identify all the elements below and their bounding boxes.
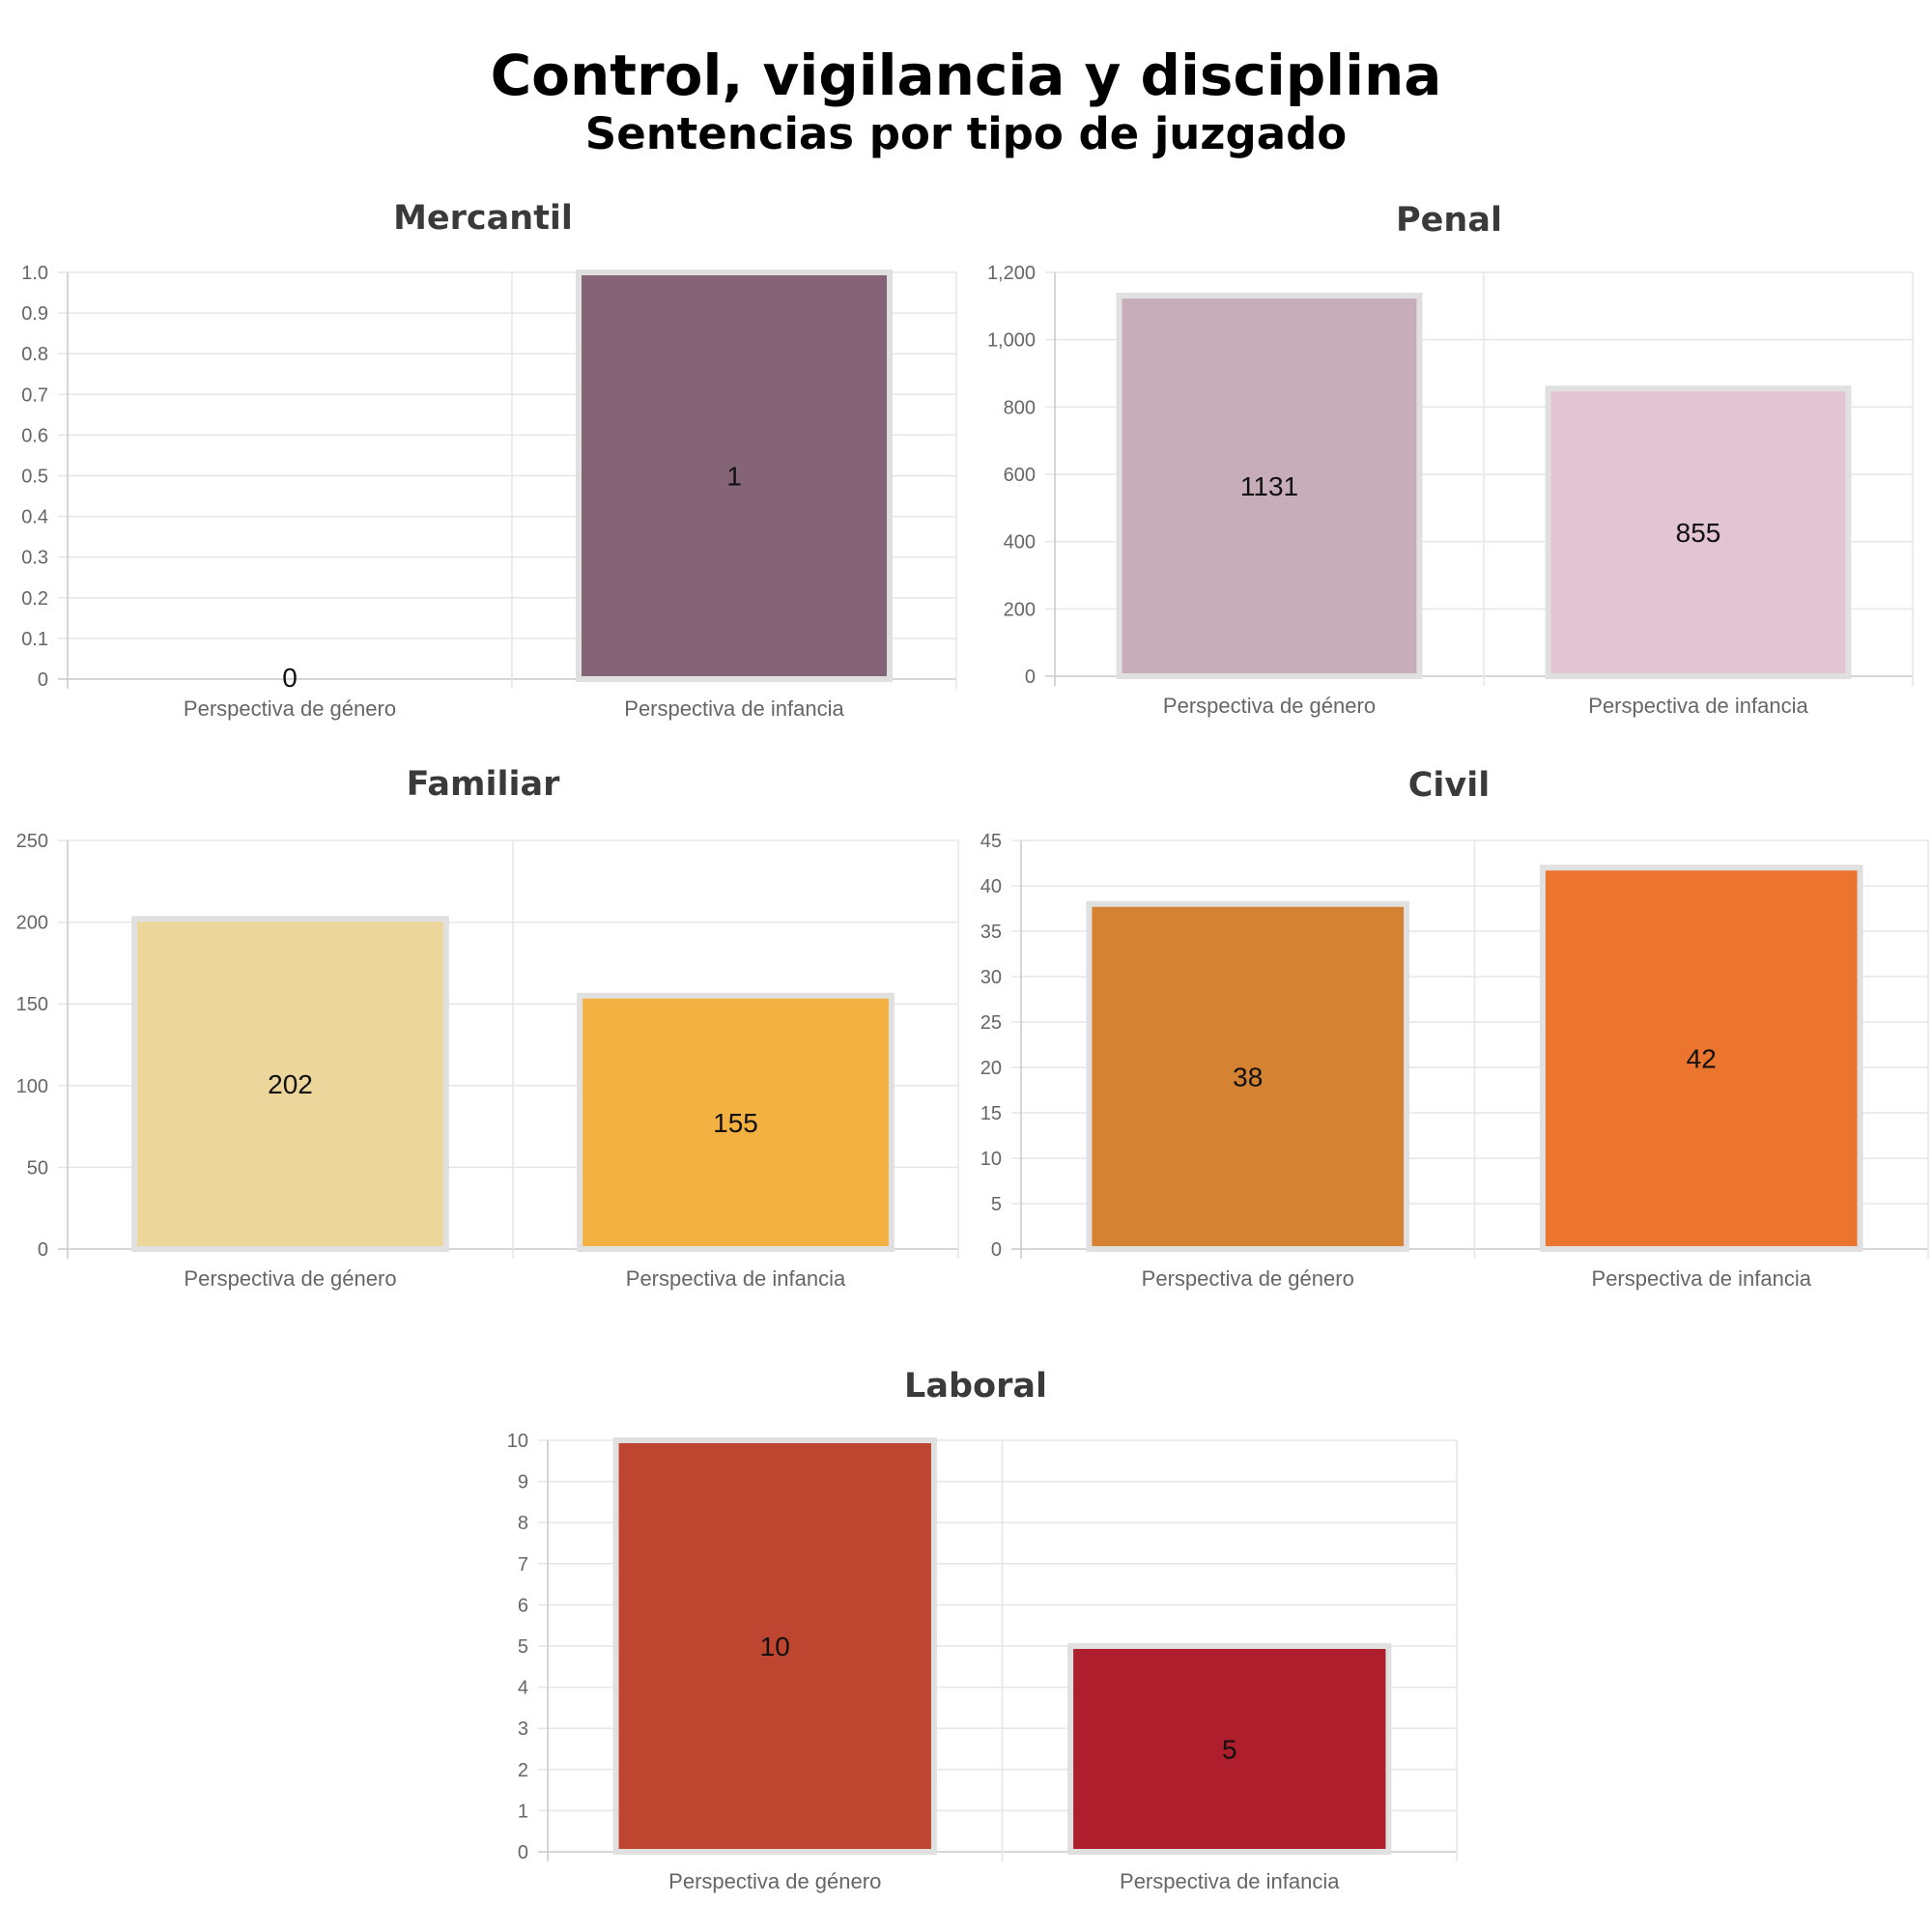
mercantil-y-tick-label: 1.0: [21, 263, 48, 284]
penal-bar-perspectiva-de-infancia[interactable]: [1545, 385, 1852, 679]
mercantil-data-label: 0: [282, 663, 298, 693]
page-title: Control, vigilancia y disciplina: [490, 43, 1442, 108]
penal-category-label: Perspectiva de infancia: [1588, 694, 1808, 718]
penal-y-tick-label: 1,200: [987, 263, 1036, 284]
familiar-y-tick-label: 100: [16, 1076, 48, 1097]
familiar-y-tick-label: 50: [27, 1157, 48, 1179]
civil-y-tick-label: 15: [980, 1103, 1002, 1124]
laboral-y-tick-label: 8: [518, 1513, 528, 1534]
penal-y-tick-label: 200: [1004, 599, 1036, 620]
laboral-category-label: Perspectiva de género: [668, 1869, 881, 1893]
chart-title-laboral: Laboral: [904, 1367, 1047, 1406]
penal-bar-perspectiva-de-genero[interactable]: [1116, 293, 1423, 679]
familiar-y-tick-label: 0: [38, 1239, 48, 1261]
mercantil-y-tick-label: 0.9: [21, 303, 48, 325]
familiar-category-label: Perspectiva de infancia: [626, 1266, 846, 1291]
mercantil-category-label: Perspectiva de género: [184, 696, 396, 721]
penal-data-label: 855: [1676, 518, 1721, 548]
laboral-y-tick-label: 1: [518, 1801, 528, 1822]
familiar-y-tick-label: 250: [16, 831, 48, 852]
laboral-category-label: Perspectiva de infancia: [1120, 1869, 1340, 1893]
chart-title-civil: Civil: [1407, 766, 1491, 805]
civil-y-tick-label: 30: [980, 967, 1002, 988]
civil-y-tick-label: 0: [991, 1239, 1002, 1261]
familiar-bar-perspectiva-de-infancia[interactable]: [577, 992, 895, 1252]
penal-y-tick-label: 0: [1025, 667, 1036, 688]
civil-y-tick-label: 10: [980, 1149, 1002, 1170]
laboral-bar-perspectiva-de-genero[interactable]: [612, 1437, 937, 1855]
mercantil-y-tick-label: 0.3: [21, 548, 48, 569]
laboral-y-tick-label: 10: [507, 1431, 528, 1452]
familiar-data-label: 202: [268, 1069, 313, 1099]
mercantil-y-tick-label: 0.2: [21, 588, 48, 610]
civil-y-tick-label: 20: [980, 1058, 1002, 1079]
laboral-y-tick-label: 7: [518, 1554, 528, 1576]
mercantil-y-tick-label: 0.1: [21, 629, 48, 650]
civil-category-label: Perspectiva de género: [1142, 1266, 1354, 1291]
civil-y-tick-label: 40: [980, 876, 1002, 897]
familiar-y-tick-label: 200: [16, 913, 48, 934]
civil-y-tick-label: 25: [980, 1012, 1002, 1034]
penal-y-tick-label: 800: [1004, 397, 1036, 418]
mercantil-y-tick-label: 0.8: [21, 344, 48, 365]
laboral-y-tick-label: 2: [518, 1760, 528, 1781]
mercantil-y-tick-label: 0.5: [21, 467, 48, 488]
civil-data-label: 38: [1233, 1062, 1263, 1092]
penal-y-tick-label: 600: [1004, 465, 1036, 486]
familiar-bar-perspectiva-de-genero[interactable]: [131, 916, 449, 1252]
laboral-data-label: 10: [760, 1632, 790, 1662]
civil-category-label: Perspectiva de infancia: [1592, 1266, 1812, 1291]
penal-y-tick-label: 1,000: [987, 330, 1036, 352]
chart-title-mercantil: Mercantil: [393, 199, 573, 238]
laboral-data-label: 5: [1222, 1735, 1237, 1765]
civil-y-tick-label: 45: [980, 831, 1002, 852]
civil-bar-perspectiva-de-infancia[interactable]: [1539, 865, 1863, 1252]
civil-data-label: 42: [1687, 1044, 1717, 1074]
penal-data-label: 1131: [1240, 471, 1298, 501]
laboral-y-tick-label: 4: [518, 1678, 528, 1699]
penal-category-label: Perspectiva de género: [1163, 694, 1376, 718]
mercantil-y-tick-label: 0.4: [21, 507, 48, 528]
laboral-y-tick-label: 3: [518, 1719, 528, 1740]
laboral-y-tick-label: 9: [518, 1472, 528, 1493]
laboral-bar-perspectiva-de-infancia[interactable]: [1067, 1643, 1392, 1855]
chart-title-familiar: Familiar: [406, 765, 560, 804]
mercantil-category-label: Perspectiva de infancia: [624, 696, 844, 721]
mercantil-y-tick-label: 0.7: [21, 384, 48, 406]
civil-y-tick-label: 35: [980, 922, 1002, 943]
mercantil-data-label: 1: [726, 462, 742, 492]
familiar-y-tick-label: 150: [16, 994, 48, 1015]
chart-title-penal: Penal: [1396, 201, 1502, 240]
familiar-data-label: 155: [713, 1108, 758, 1138]
laboral-y-tick-label: 6: [518, 1595, 528, 1616]
mercantil-y-tick-label: 0.6: [21, 425, 48, 446]
mercantil-bar-perspectiva-de-infancia[interactable]: [576, 270, 893, 682]
mercantil-y-tick-label: 0: [38, 669, 48, 691]
penal-y-tick-label: 400: [1004, 532, 1036, 554]
civil-y-tick-label: 5: [991, 1194, 1002, 1215]
civil-bar-perspectiva-de-genero[interactable]: [1086, 900, 1410, 1252]
page-subtitle: Sentencias por tipo de juzgado: [584, 108, 1348, 159]
laboral-y-tick-label: 5: [518, 1636, 528, 1658]
laboral-y-tick-label: 0: [518, 1842, 528, 1863]
familiar-category-label: Perspectiva de género: [184, 1266, 396, 1291]
